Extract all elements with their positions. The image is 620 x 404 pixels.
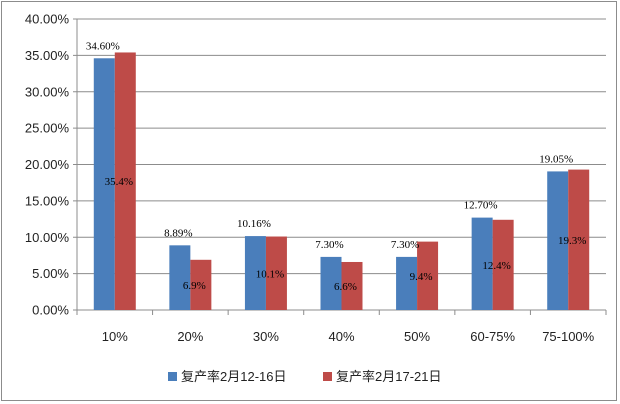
- data-label-series-1: 8.89%: [164, 227, 192, 239]
- y-tick-label: 35.00%: [25, 48, 70, 63]
- legend: 复产率2月12-16日 复产率2月17-21日: [168, 369, 441, 384]
- data-label-series-2: 9.4%: [410, 271, 433, 283]
- legend-swatch-series-1: [168, 372, 177, 381]
- x-tick-label: 30%: [253, 329, 279, 344]
- x-tick-label: 75-100%: [542, 329, 594, 344]
- legend-label-series-1: 复产率2月12-16日: [181, 369, 286, 384]
- bar-series-2: [568, 169, 590, 310]
- bar-series-2: [341, 261, 363, 310]
- x-tick-label: 60-75%: [470, 329, 515, 344]
- gridlines: [77, 18, 606, 275]
- bar-series-1: [396, 256, 418, 310]
- bar-series-1: [471, 217, 493, 310]
- y-tick-label: 5.00%: [32, 266, 69, 281]
- bar-series-1: [320, 256, 342, 310]
- x-axis: 10% 20% 30% 40% 50% 60-75% 75-100%: [76, 309, 607, 344]
- data-label-series-1: 10.16%: [237, 218, 271, 230]
- bar-series-1: [547, 171, 569, 310]
- data-label-series-2: 10.1%: [256, 268, 284, 280]
- data-label-series-2: 6.9%: [183, 280, 206, 292]
- x-tick-label: 10%: [102, 329, 128, 344]
- legend-swatch-series-2: [323, 372, 332, 381]
- data-label-series-1: 19.05%: [539, 153, 573, 165]
- data-label-series-1: 7.30%: [315, 239, 343, 251]
- y-tick-label: 25.00%: [25, 121, 70, 136]
- bar-series-1: [169, 245, 191, 310]
- y-tick-label: 0.00%: [32, 303, 69, 318]
- data-label-series-2: 35.4%: [105, 176, 133, 188]
- x-tick-label: 40%: [328, 329, 354, 344]
- data-label-series-1: 12.70%: [464, 200, 498, 212]
- data-label-series-2: 6.6%: [334, 281, 357, 293]
- y-tick-label: 30.00%: [25, 84, 70, 99]
- bar-series-2: [417, 241, 439, 310]
- data-label-series-2: 12.4%: [482, 260, 510, 272]
- y-tick-label: 10.00%: [25, 230, 70, 245]
- bar-series-2: [190, 259, 212, 310]
- data-label-series-1: 7.30%: [391, 239, 419, 251]
- bar-series-1: [244, 236, 266, 310]
- data-labels: 34.60% 8.89% 10.16% 7.30% 7.30% 12.70% 19.05% 3…: [86, 40, 587, 293]
- y-axis: 0.00% 5.00% 10.00% 15.00% 20.00% 25.00% 30.00%…: [25, 12, 78, 318]
- bar-series-1: [93, 58, 115, 310]
- y-tick-label: 40.00%: [25, 12, 70, 27]
- bar-series-2: [492, 219, 514, 310]
- x-tick-label: 50%: [404, 329, 430, 344]
- legend-label-series-2: 复产率2月17-21日: [336, 369, 441, 384]
- bar-series-2: [265, 236, 287, 310]
- x-tick-label: 20%: [177, 329, 203, 344]
- y-tick-label: 15.00%: [25, 193, 70, 208]
- data-label-series-1: 34.60%: [86, 40, 120, 52]
- y-tick-label: 20.00%: [25, 157, 70, 172]
- data-label-series-2: 19.3%: [558, 235, 586, 247]
- bar-series-2: [114, 52, 136, 311]
- bars: [93, 52, 590, 311]
